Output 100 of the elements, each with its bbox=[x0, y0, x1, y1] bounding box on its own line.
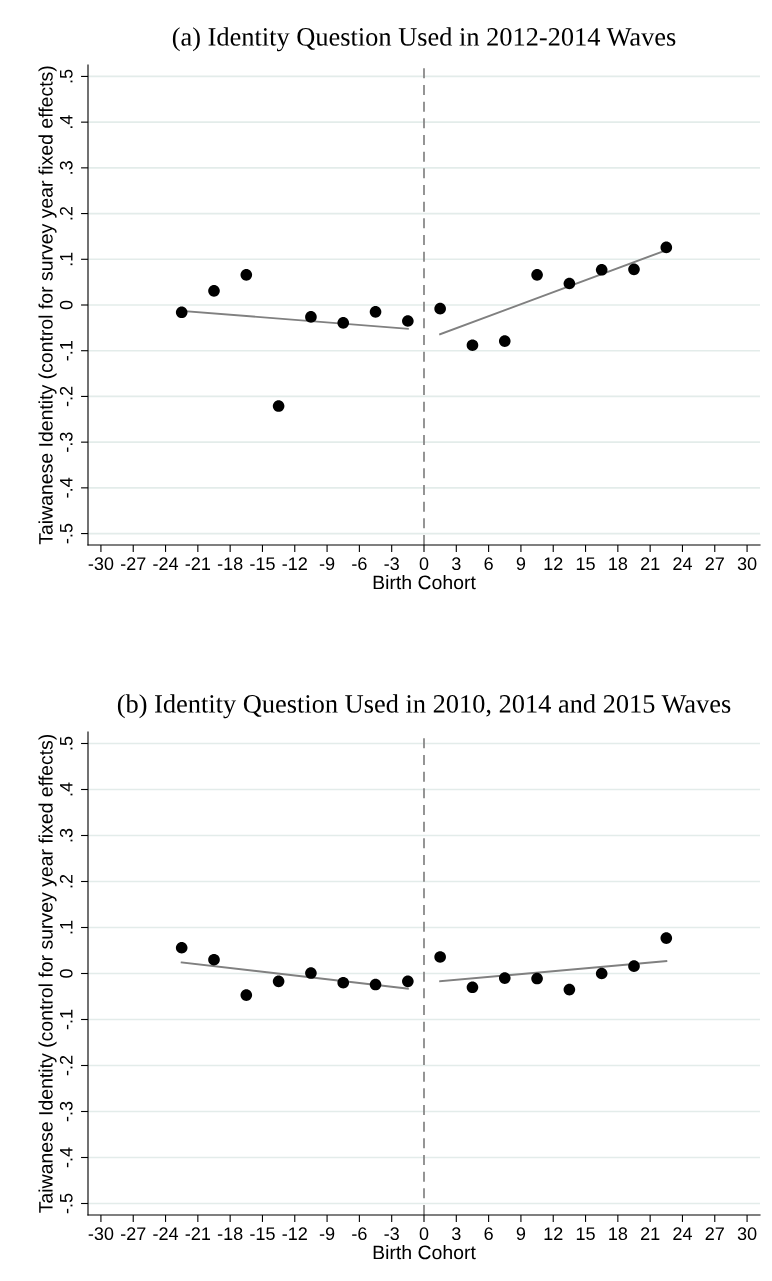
x-tick-label: -9 bbox=[319, 557, 335, 571]
y-tick-label: -.2 bbox=[59, 386, 73, 407]
y-tick-label: .1 bbox=[60, 252, 73, 266]
x-tick-label: 27 bbox=[705, 1227, 724, 1240]
point bbox=[531, 269, 543, 281]
x-axis-title: Birth Cohort bbox=[373, 1245, 476, 1260]
x-tick-label: 0 bbox=[419, 1227, 429, 1241]
x-axis-title: Birth Cohort bbox=[373, 575, 476, 590]
y-tick-label: .4 bbox=[60, 782, 73, 796]
point bbox=[402, 315, 414, 327]
x-tick-label: 3 bbox=[451, 1227, 461, 1241]
y-tick-label: 0 bbox=[59, 969, 73, 978]
y-tick-label: -.5 bbox=[60, 1193, 73, 1214]
x-tick-label: -6 bbox=[352, 557, 367, 571]
point bbox=[208, 285, 220, 297]
point bbox=[272, 400, 285, 412]
x-tick-label: 27 bbox=[705, 557, 724, 570]
x-tick-label: 6 bbox=[484, 557, 493, 571]
point bbox=[337, 976, 350, 989]
x-tick-label: -30 bbox=[88, 557, 114, 571]
x-tick-label: -15 bbox=[250, 1227, 275, 1241]
x-tick-label: -21 bbox=[185, 557, 211, 570]
point bbox=[305, 967, 317, 979]
point bbox=[628, 263, 640, 276]
y-tick-label: -.1 bbox=[60, 1009, 73, 1030]
chart-title: (b) Identity Question Used in 2010, 2014 and 2015 Waves bbox=[117, 694, 731, 719]
point bbox=[369, 306, 382, 318]
x-tick-label: 12 bbox=[544, 557, 563, 570]
x-tick-label: -3 bbox=[384, 557, 399, 571]
x-tick-label: -12 bbox=[282, 1227, 307, 1240]
point bbox=[466, 339, 479, 352]
point bbox=[563, 277, 576, 290]
point bbox=[531, 972, 543, 985]
y-tick-label: -.4 bbox=[60, 1147, 73, 1168]
x-tick-label: -18 bbox=[217, 557, 243, 571]
x-tick-label: 24 bbox=[673, 557, 692, 570]
point bbox=[466, 981, 479, 994]
point bbox=[660, 932, 673, 944]
x-tick-label: -24 bbox=[153, 557, 179, 570]
x-tick-label: -18 bbox=[217, 1227, 243, 1241]
x-tick-label: 6 bbox=[484, 1227, 493, 1241]
point bbox=[660, 241, 673, 254]
x-tick-label: -27 bbox=[120, 557, 146, 570]
x-tick-label: -30 bbox=[88, 1227, 114, 1241]
x-tick-label: 18 bbox=[609, 557, 628, 571]
y-tick-label: -.1 bbox=[60, 341, 73, 361]
x-tick-label: 12 bbox=[544, 1227, 563, 1240]
y-tick-label: .3 bbox=[59, 828, 73, 842]
point bbox=[369, 978, 382, 991]
point bbox=[498, 972, 511, 984]
y-tick-label: .2 bbox=[59, 206, 73, 220]
y-tick-label: -.2 bbox=[59, 1055, 73, 1076]
y-axis-title: Taiwanese Identity (control for survey year fixed effects) bbox=[38, 734, 57, 1213]
x-tick-label: 21 bbox=[641, 557, 660, 570]
point bbox=[305, 311, 317, 323]
y-tick-label: .5 bbox=[60, 69, 73, 83]
point bbox=[240, 989, 253, 1001]
x-tick-label: -9 bbox=[319, 1227, 335, 1241]
x-tick-label: 24 bbox=[673, 1227, 692, 1240]
point bbox=[402, 975, 414, 988]
y-axis-title: Taiwanese Identity (control for survey year fixed effects) bbox=[38, 66, 57, 545]
y-tick-label: .4 bbox=[60, 115, 73, 129]
x-tick-label: -27 bbox=[120, 1227, 146, 1240]
point bbox=[595, 263, 608, 276]
y-tick-label: -.5 bbox=[60, 523, 73, 544]
y-tick-label: 0 bbox=[59, 300, 73, 310]
x-tick-label: 18 bbox=[609, 1227, 628, 1241]
x-tick-label: 15 bbox=[576, 1227, 595, 1241]
x-tick-label: 3 bbox=[451, 557, 461, 571]
point bbox=[434, 302, 446, 315]
x-tick-label: 0 bbox=[419, 557, 429, 571]
point bbox=[175, 306, 188, 319]
x-tick-label: 9 bbox=[516, 1227, 526, 1241]
y-tick-label: .5 bbox=[60, 736, 73, 750]
x-tick-label: 30 bbox=[737, 1227, 757, 1241]
x-tick-label: -3 bbox=[384, 1227, 399, 1241]
point bbox=[595, 967, 608, 980]
x-tick-label: 21 bbox=[641, 1227, 660, 1240]
point bbox=[272, 975, 285, 988]
x-tick-label: -6 bbox=[352, 1227, 367, 1241]
point bbox=[337, 317, 350, 329]
x-tick-label: -15 bbox=[250, 557, 275, 571]
point bbox=[498, 335, 511, 347]
x-tick-label: -21 bbox=[185, 1227, 211, 1240]
x-tick-label: -12 bbox=[282, 557, 307, 570]
point bbox=[208, 953, 220, 966]
y-tick-label: -.3 bbox=[59, 432, 73, 452]
point bbox=[434, 951, 446, 963]
y-tick-label: -.3 bbox=[59, 1101, 73, 1122]
y-tick-label: .2 bbox=[59, 874, 73, 888]
x-tick-label: 30 bbox=[737, 557, 757, 571]
y-tick-label: .1 bbox=[60, 920, 73, 934]
point bbox=[563, 983, 576, 996]
y-tick-label: -.4 bbox=[60, 477, 73, 498]
point bbox=[175, 941, 188, 954]
y-tick-label: .3 bbox=[59, 161, 73, 174]
chart-title: (a) Identity Question Used in 2012-2014 Waves bbox=[172, 27, 676, 52]
x-tick-label: 9 bbox=[516, 557, 526, 571]
point bbox=[628, 960, 640, 972]
point bbox=[240, 269, 253, 281]
